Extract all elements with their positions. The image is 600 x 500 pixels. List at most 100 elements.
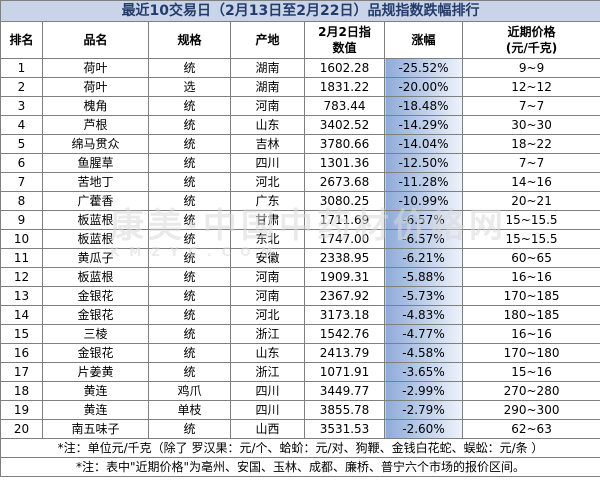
name-cell: 鱼腥草 bbox=[42, 153, 149, 173]
index-cell: 1301.36 bbox=[304, 153, 385, 173]
spec-cell: 统 bbox=[148, 134, 231, 154]
change-cell: -14.04% bbox=[384, 134, 463, 154]
index-cell: 3173.18 bbox=[304, 305, 385, 325]
spec-cell: 统 bbox=[148, 96, 231, 116]
spec-cell: 统 bbox=[148, 115, 231, 135]
spec-cell: 统 bbox=[148, 419, 231, 439]
table-title: 最近10交易日（2月13日至2月22日）品规指数跌幅排行 bbox=[0, 0, 600, 22]
header-index-line1: 2月2日指 bbox=[318, 25, 371, 39]
index-cell: 2367.92 bbox=[304, 286, 385, 306]
rank-cell: 9 bbox=[0, 210, 43, 230]
spec-cell: 统 bbox=[148, 58, 231, 78]
change-cell: -18.48% bbox=[384, 96, 463, 116]
change-cell: -5.88% bbox=[384, 267, 463, 287]
change-cell: -10.99% bbox=[384, 191, 463, 211]
price-cell: 15~15.5 bbox=[461, 229, 600, 249]
rank-cell: 12 bbox=[0, 267, 43, 287]
origin-cell: 湖南 bbox=[230, 58, 305, 78]
price-cell: 16~16 bbox=[461, 324, 600, 344]
rank-cell: 3 bbox=[0, 96, 43, 116]
price-cell: 15~15.5 bbox=[461, 210, 600, 230]
change-cell: -4.77% bbox=[384, 324, 463, 344]
note-row: *注：单位元/千克（除了 罗汉果：元/个、蛤蚧：元/对、狗鞭、金钱白花蛇、蜈蚣：… bbox=[0, 438, 600, 458]
table-row: 12 板蓝根统河南 1909.31 -5.88% 16~16 bbox=[0, 267, 600, 287]
table-row: 5 绵马贯众统吉林 3780.66 -14.04% 18~22 bbox=[0, 134, 600, 154]
name-cell: 苦地丁 bbox=[42, 172, 149, 192]
change-cell: -6.57% bbox=[384, 229, 463, 249]
table-row: 15 三棱统浙江 1542.76 -4.77% 16~16 bbox=[0, 324, 600, 344]
rank-cell: 18 bbox=[0, 381, 43, 401]
spec-cell: 单枝 bbox=[148, 400, 231, 420]
change-cell: -12.50% bbox=[384, 153, 463, 173]
name-cell: 板蓝根 bbox=[42, 267, 149, 287]
name-cell: 槐角 bbox=[42, 96, 149, 116]
origin-cell: 河南 bbox=[230, 267, 305, 287]
table-row: 7 苦地丁统河北 2673.68 -11.28% 14~16 bbox=[0, 172, 600, 192]
spec-cell: 统 bbox=[148, 286, 231, 306]
rank-cell: 7 bbox=[0, 172, 43, 192]
rank-cell: 20 bbox=[0, 419, 43, 439]
rank-cell: 16 bbox=[0, 343, 43, 363]
table-row: 6 鱼腥草统四川 1301.36 -12.50% 7~7 bbox=[0, 153, 600, 173]
name-cell: 荷叶 bbox=[42, 58, 149, 78]
index-cell: 3531.53 bbox=[304, 419, 385, 439]
name-cell: 荷叶 bbox=[42, 77, 149, 97]
name-cell: 金银花 bbox=[42, 305, 149, 325]
rank-cell: 11 bbox=[0, 248, 43, 268]
spec-cell: 统 bbox=[148, 324, 231, 344]
spec-cell: 选 bbox=[148, 77, 231, 97]
spec-cell: 统 bbox=[148, 229, 231, 249]
header-index-line2: 数值 bbox=[332, 41, 357, 55]
name-cell: 片姜黄 bbox=[42, 362, 149, 382]
index-cell: 1542.76 bbox=[304, 324, 385, 344]
index-cell: 1831.22 bbox=[304, 77, 385, 97]
origin-cell: 浙江 bbox=[230, 362, 305, 382]
note-row: *注：表中"近期价格"为亳州、安国、玉林、成都、廉桥、普宁六个市场的报价区间。 bbox=[0, 457, 600, 477]
table-row: 9 板蓝根统甘肃 1711.69 -6.57% 15~15.5 bbox=[0, 210, 600, 230]
footnote: *注：表中"近期价格"为亳州、安国、玉林、成都、廉桥、普宁六个市场的报价区间。 bbox=[0, 457, 600, 477]
change-cell: -3.65% bbox=[384, 362, 463, 382]
price-cell: 180~185 bbox=[461, 305, 600, 325]
table-row: 2 荷叶选湖南 1831.22 -20.00% 12~12 bbox=[0, 77, 600, 97]
price-cell: 170~185 bbox=[461, 286, 600, 306]
rank-cell: 10 bbox=[0, 229, 43, 249]
origin-cell: 山东 bbox=[230, 115, 305, 135]
spec-cell: 统 bbox=[148, 362, 231, 382]
rank-cell: 5 bbox=[0, 134, 43, 154]
origin-cell: 浙江 bbox=[230, 324, 305, 344]
origin-cell: 安徽 bbox=[230, 248, 305, 268]
table-row: 18 黄连 鸡爪 四川 3449.77 -2.99% 270~280 bbox=[0, 381, 600, 401]
footnote: *注：单位元/千克（除了 罗汉果：元/个、蛤蚧：元/对、狗鞭、金钱白花蛇、蜈蚣：… bbox=[0, 438, 600, 458]
origin-cell: 河北 bbox=[230, 305, 305, 325]
table-row: 11 黄瓜子统安徽 2338.95 -6.21% 60~65 bbox=[0, 248, 600, 268]
origin-cell: 吉林 bbox=[230, 134, 305, 154]
price-cell: 290~300 bbox=[461, 400, 600, 420]
index-cell: 1909.31 bbox=[304, 267, 385, 287]
name-cell: 板蓝根 bbox=[42, 229, 149, 249]
table-row: 16 金银花统山东 2413.79 -4.58% 170~180 bbox=[0, 343, 600, 363]
ranking-table: 最近10交易日（2月13日至2月22日）品规指数跌幅排行 排名 品名 规格 产地… bbox=[0, 0, 600, 477]
table-row: 19 黄连 单枝 四川 3855.78 -2.79% 290~300 bbox=[0, 400, 600, 420]
spec-cell: 统 bbox=[148, 305, 231, 325]
name-cell: 黄连 bbox=[42, 400, 149, 420]
name-cell: 三棱 bbox=[42, 324, 149, 344]
index-cell: 1711.69 bbox=[304, 210, 385, 230]
index-cell: 1071.91 bbox=[304, 362, 385, 382]
spec-cell: 鸡爪 bbox=[148, 381, 231, 401]
price-cell: 270~280 bbox=[461, 381, 600, 401]
price-cell: 7~7 bbox=[461, 96, 600, 116]
change-cell: -4.83% bbox=[384, 305, 463, 325]
spec-cell: 统 bbox=[148, 343, 231, 363]
price-cell: 9~9 bbox=[461, 58, 600, 78]
change-cell: -2.60% bbox=[384, 419, 463, 439]
price-cell: 62~63 bbox=[461, 419, 600, 439]
index-cell: 3449.77 bbox=[304, 381, 385, 401]
rank-cell: 4 bbox=[0, 115, 43, 135]
index-cell: 3780.66 bbox=[304, 134, 385, 154]
header-name: 品名 bbox=[42, 21, 149, 59]
rank-cell: 14 bbox=[0, 305, 43, 325]
change-cell: -20.00% bbox=[384, 77, 463, 97]
price-cell: 60~65 bbox=[461, 248, 600, 268]
table-row: 14 金银花统河北 3173.18 -4.83% 180~185 bbox=[0, 305, 600, 325]
